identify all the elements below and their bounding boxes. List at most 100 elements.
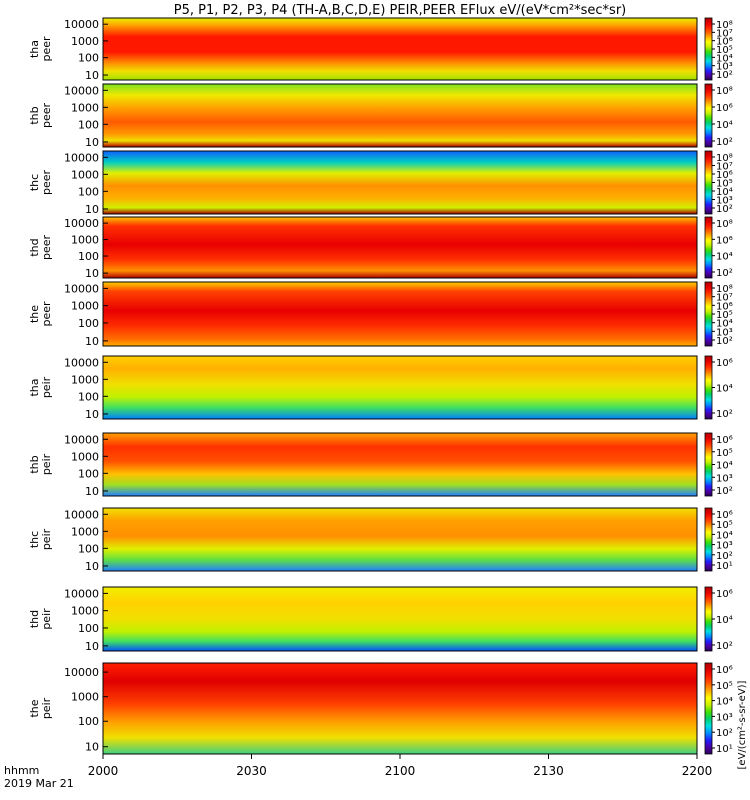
- colorbar-tick-label: 10³: [716, 327, 733, 338]
- colorbar-tick-label: 10⁴: [716, 187, 733, 198]
- colorbar-thb-peir: [704, 432, 713, 497]
- x-tick-label: 2130: [533, 764, 564, 778]
- x-label-date: 2019 Mar 21: [4, 777, 74, 790]
- y-tick-label: 100: [78, 390, 99, 403]
- panel-thc-peer: 10000 1000 100 10 thcpeer 10⁸10⁷10⁶10⁵10⁴10³1…: [28, 150, 733, 216]
- spectrogram-thd-peer: [103, 217, 697, 278]
- spectrogram-thb-peer: [103, 84, 697, 147]
- colorbar-tick-label: 10⁵: [716, 520, 733, 531]
- panel-label: thepeir: [28, 697, 53, 719]
- colorbar-tick-label: 10²: [716, 137, 733, 148]
- colorbar-tick-label: 10³: [716, 196, 733, 207]
- y-tick-label: 1000: [71, 691, 99, 704]
- y-tick-label: 1000: [71, 300, 99, 313]
- colorbar-tick-label: 10⁷: [716, 162, 733, 173]
- panel-label: thapeir: [28, 376, 53, 398]
- y-tick-label: 100: [78, 622, 99, 635]
- colorbar-tick-label: 10⁵: [716, 681, 733, 692]
- spectrogram-thc-peer: [103, 151, 697, 214]
- colorbar-tha-peir: [704, 355, 713, 420]
- colorbar-tick-label: 10⁴: [716, 53, 733, 64]
- panel-label: thepeer: [28, 301, 53, 327]
- panel-frame: [102, 432, 698, 497]
- y-tick-label: 10000: [64, 18, 99, 31]
- colorbar-title: [eV/(cm²-s-sr-eV)]: [737, 680, 748, 769]
- colorbar-tick-label: 10⁶: [716, 665, 733, 676]
- colorbar-tick-label: 10⁴: [716, 319, 733, 330]
- y-tick-label: 100: [78, 118, 99, 131]
- y-tick-label: 1000: [71, 605, 99, 618]
- y-tick-label: 10000: [64, 217, 99, 230]
- colorbar-tick-label: 10⁴: [716, 384, 733, 395]
- colorbar-tick-label: 10⁶: [716, 589, 733, 600]
- colorbar-tick-label: 10²: [716, 70, 733, 81]
- y-tick-label: 10: [85, 408, 99, 421]
- colorbar-tick-label: 10³: [716, 473, 733, 484]
- y-tick-label: 10: [85, 640, 99, 653]
- panel-the-peer: 10000 1000 100 10 thepeer 10⁸10⁷10⁶10⁵10⁴10³1…: [28, 281, 733, 348]
- colorbar-tick-label: 10⁴: [716, 615, 733, 626]
- colorbar-tick-label: 10⁸: [716, 153, 733, 164]
- colorbar-thc-peer: [704, 150, 713, 215]
- panels-group: 10000100010010thapeer10⁸10⁷10⁶10⁵10⁴10³1…: [28, 17, 733, 755]
- colorbar-tick-label: 10⁶: [716, 358, 733, 369]
- colorbar-tick-label: 10⁴: [716, 120, 733, 131]
- spectrogram-the-peir: [103, 663, 697, 754]
- panel-frame: [102, 17, 698, 81]
- colorbar-thd-peer: [704, 216, 713, 279]
- panel-label: thcpeir: [28, 528, 53, 550]
- y-tick-label: 1000: [71, 234, 99, 247]
- y-tick-label: 100: [78, 52, 99, 65]
- panel-frame: [102, 507, 698, 572]
- y-tick-label: 100: [78, 467, 99, 480]
- spectrogram-tha-peir: [103, 356, 697, 419]
- y-tick-label: 1000: [71, 35, 99, 48]
- panel-thd-peir: 10000 1000 100 10 thdpeir 10⁶ 10⁴ 10²: [28, 586, 733, 653]
- panel-label: thdpeir: [28, 608, 53, 630]
- panel-frame: [102, 355, 698, 420]
- colorbar-thd-peir: [704, 586, 713, 652]
- y-tick-label: 100: [78, 715, 99, 728]
- y-tick-label: 10000: [64, 433, 99, 446]
- panel-thb-peer: 10000 1000 100 10 thbpeer 10⁸ 10⁶ 10⁴ 10²: [28, 83, 733, 149]
- panel-label: thapeer: [28, 36, 53, 62]
- colorbar-tick-label: 10⁸: [716, 20, 733, 31]
- panel-the-peir: 10000 1000 100 10 thepeir 10⁶ 10⁵ 10⁴ 10³ 10² 10¹: [28, 662, 733, 755]
- y-tick-label: 100: [78, 542, 99, 555]
- x-tick-label: 2200: [682, 764, 713, 778]
- colorbar-tick-label: 10⁶: [716, 301, 733, 312]
- spectrogram-thd-peir: [103, 587, 697, 651]
- y-tick-label: 10000: [64, 282, 99, 295]
- colorbar-the-peer: [704, 281, 713, 347]
- y-tick-label: 1000: [71, 525, 99, 538]
- y-tick-label: 10000: [64, 666, 99, 679]
- colorbar-tick-label: 10⁶: [716, 37, 733, 48]
- colorbar-tick-label: 10⁷: [716, 293, 733, 304]
- y-tick-label: 10: [85, 136, 99, 149]
- y-tick-label: 100: [78, 185, 99, 198]
- colorbar-tick-label: 10⁸: [716, 284, 733, 295]
- colorbar-tick-label: 10⁵: [716, 179, 733, 190]
- figure-title: P5, P1, P2, P3, P4 (TH-A,B,C,D,E) PEIR,P…: [174, 3, 627, 18]
- colorbar-tha-peer: [704, 17, 713, 81]
- spectrogram-thc-peir: [103, 508, 697, 571]
- colorbar-tick-label: 10³: [716, 541, 733, 552]
- panel-frame: [102, 281, 698, 347]
- colorbar-tick-label: 10⁴: [716, 530, 733, 541]
- colorbar-tick-label: 10⁸: [716, 219, 733, 230]
- colorbar-tick-label: 10⁶: [716, 235, 733, 246]
- panel-label: thbpeer: [28, 103, 53, 129]
- y-tick-label: 1000: [71, 168, 99, 181]
- colorbar-tick-label: 10³: [716, 62, 733, 73]
- colorbar-thb-peer: [704, 83, 713, 148]
- panel-frame: [102, 83, 698, 148]
- y-tick-label: 10000: [64, 151, 99, 164]
- colorbar-tick-label: 10⁵: [716, 45, 733, 56]
- y-tick-label: 1000: [71, 373, 99, 386]
- y-tick-label: 10: [85, 560, 99, 573]
- colorbar-tick-label: 10²: [716, 268, 733, 279]
- colorbar-tick-label: 10¹: [716, 744, 733, 755]
- y-tick-label: 10000: [64, 587, 99, 600]
